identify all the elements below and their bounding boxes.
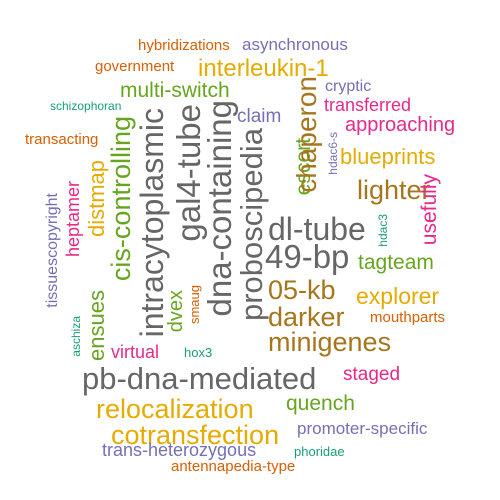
word-explorer: explorer — [356, 283, 440, 309]
word-blueprints: blueprints — [340, 144, 436, 169]
word-mouthparts: mouthparts — [370, 309, 446, 326]
word-staged: staged — [343, 364, 401, 385]
word-transacting: transacting — [25, 131, 99, 148]
word-distmap: distmap — [84, 160, 109, 238]
word-claim: claim — [237, 106, 282, 127]
word-intracytoplasmic: intracytoplasmic — [134, 108, 170, 338]
word-promoter-specific: promoter-specific — [297, 419, 428, 438]
word-pb-dna-mediated: pb-dna-mediated — [82, 361, 317, 396]
word-relocalization: relocalization — [96, 394, 254, 424]
word-cotransfection: cotransfection — [111, 420, 280, 450]
word-quench: quench — [286, 392, 355, 415]
word-darker: darker — [268, 302, 345, 332]
word-transferred: transferred — [324, 95, 412, 115]
word-interleukin-1: interleukin-1 — [198, 55, 329, 82]
word-approaching: approaching — [345, 114, 456, 136]
word-lighter: lighter — [357, 175, 431, 205]
word-hox3: hox3 — [184, 345, 213, 360]
word-virtual: virtual — [111, 342, 160, 362]
word-hdac3: hdac3 — [376, 214, 390, 247]
word-cryptic: cryptic — [325, 78, 372, 95]
word-05-kb: 05-kb — [268, 275, 336, 305]
word-cis-controlling: cis-controlling — [106, 116, 136, 282]
word-heptamer: heptamer — [63, 181, 83, 258]
word-proboscipedia: proboscipedia — [234, 128, 269, 322]
word-government: government — [95, 58, 175, 75]
word-schizophoran: schizophoran — [50, 99, 122, 113]
word-chaperon: chaperon — [291, 76, 322, 193]
word-phoridae: phoridae — [294, 444, 345, 459]
word-tissuescopyright: tissuescopyright — [44, 193, 61, 308]
word-aschiza: aschiza — [69, 316, 83, 357]
word-49-bp: 49-bp — [265, 238, 350, 275]
word-hybridizations: hybridizations — [138, 37, 230, 54]
word-trans-heterozygous: trans-heterozygous — [102, 440, 257, 460]
word-smaug: smaug — [187, 285, 202, 325]
word-ensues: ensues — [84, 290, 109, 361]
word-multi-switch: multi-switch — [120, 79, 230, 102]
word-dvex: dvex — [165, 290, 187, 333]
word-dl-tube: dl-tube — [268, 211, 366, 247]
word-minigenes: minigenes — [268, 327, 392, 357]
word-dna-containing: dna-containing — [201, 100, 238, 317]
word-asynchronous: asynchronous — [242, 35, 348, 54]
word-antennapedia-type: antennapedia-type — [171, 458, 296, 475]
word-hdac6-s: hdac6-s — [326, 132, 340, 175]
word-tagteam: tagteam — [358, 251, 434, 274]
word-usefully: usefully — [418, 174, 441, 246]
